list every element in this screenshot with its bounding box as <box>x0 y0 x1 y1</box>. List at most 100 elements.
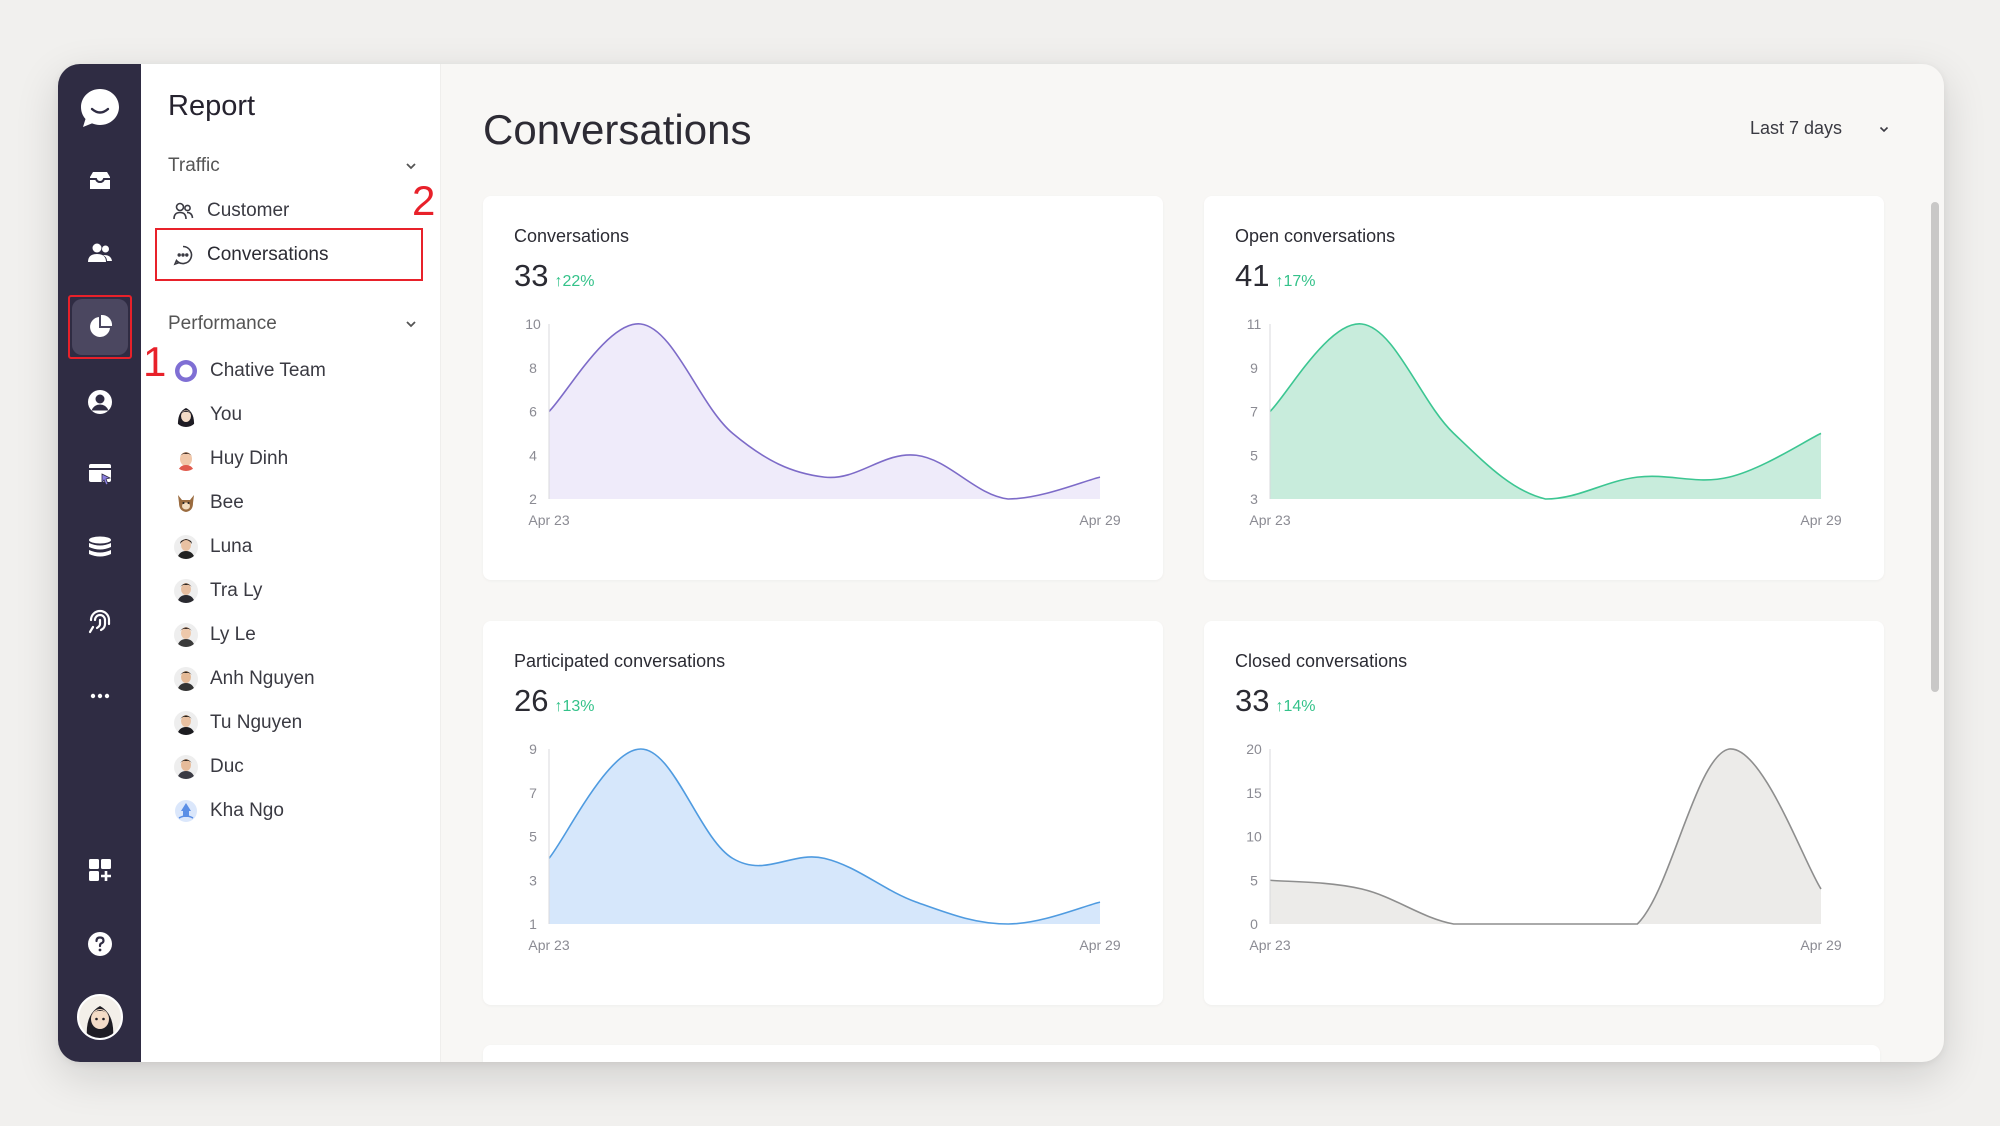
sidebar-item-label: Bee <box>210 492 244 513</box>
chart-series-line <box>548 748 1101 925</box>
sidebar-item-label: Tra Ly <box>210 580 263 601</box>
sidebar-item-huy-dinh[interactable]: Huy Dinh <box>174 439 414 479</box>
x-tick-label: Apr 23 <box>1249 512 1290 528</box>
sidebar-item-label: Luna <box>210 536 253 557</box>
avatar <box>174 711 198 735</box>
chart-closed-conversations: 0 5 10 15 20 Apr 23 Apr 29 <box>1246 741 1842 953</box>
chart-card-partial <box>483 1045 1880 1062</box>
sidebar-item-kha-ngo[interactable]: Kha Ngo <box>174 791 414 831</box>
section-traffic[interactable]: Traffic <box>168 152 418 180</box>
sidebar-item-tu-nguyen[interactable]: Tu Nguyen <box>174 703 414 743</box>
rail-report-icon[interactable] <box>68 295 132 359</box>
y-tick-label: 3 <box>1250 491 1258 507</box>
x-tick-label: Apr 29 <box>1079 512 1120 528</box>
chart-area-fill <box>549 323 1100 499</box>
y-tick-label: 2 <box>529 491 537 507</box>
sidebar-item-label: Kha Ngo <box>210 800 284 821</box>
x-tick-label: Apr 23 <box>1249 937 1290 953</box>
main-scrollbar[interactable] <box>1930 182 1940 1052</box>
sidebar-item-conversations[interactable]: Conversations <box>171 235 411 275</box>
card-title: Conversations <box>514 226 630 246</box>
annotation-marker-2: 2 <box>412 177 436 224</box>
y-tick-label: 11 <box>1247 316 1262 332</box>
scrollbar-thumb[interactable] <box>1931 202 1939 692</box>
sidebar-item-luna[interactable]: Luna <box>174 527 414 567</box>
sidebar-item-duc[interactable]: Duc <box>174 747 414 787</box>
chevron-down-icon <box>406 163 416 170</box>
sidebar-item-label: Anh Nguyen <box>210 668 315 689</box>
y-tick-label: 5 <box>1250 872 1258 888</box>
y-tick-label: 0 <box>1250 916 1258 932</box>
report-sidebar: Report Traffic Customer Conversations 2 … <box>141 64 441 1062</box>
chative-logo-icon[interactable] <box>76 84 124 132</box>
card-total: 33 <box>514 258 549 293</box>
chart-area-fill <box>1270 323 1821 499</box>
card-delta: ↑13% <box>554 698 595 715</box>
card-title: Participated conversations <box>514 651 726 671</box>
sidebar-item-label: Conversations <box>207 244 329 265</box>
x-tick-label: Apr 29 <box>1800 937 1841 953</box>
chart-participated-conversations: 1 3 5 7 9 Apr 23 Apr 29 <box>528 741 1120 953</box>
avatar <box>174 799 198 823</box>
card-delta: ↑14% <box>1275 698 1316 715</box>
chart-card-open-conversations: Open conversations 41 ↑17% 3 5 7 9 11 Apr 23 A… <box>1204 196 1884 580</box>
sidebar-item-you[interactable]: You <box>174 395 414 435</box>
section-performance-label: Performance <box>168 313 277 334</box>
card-delta: ↑22% <box>554 273 595 290</box>
rail-broadcast-icon[interactable] <box>72 446 128 502</box>
chart-area-fill <box>1270 748 1821 924</box>
section-traffic-label: Traffic <box>168 155 220 176</box>
avatar <box>174 403 198 427</box>
chart-area-fill <box>549 749 1100 924</box>
section-performance[interactable]: Performance <box>168 310 418 338</box>
sidebar-item-ly-le[interactable]: Ly Le <box>174 615 414 655</box>
card-value: 33 ↑22% <box>514 258 595 294</box>
sidebar-item-label: You <box>210 404 243 425</box>
avatar <box>174 755 198 779</box>
annotation-marker-1: 1 <box>143 338 167 385</box>
nav-rail <box>58 64 141 1062</box>
card-title: Open conversations <box>1235 226 1396 246</box>
sidebar-item-chative-team[interactable]: Chative Team <box>174 351 414 391</box>
date-range-select[interactable]: Last 7 days <box>1750 118 1890 139</box>
current-user-avatar[interactable] <box>77 994 123 1040</box>
rail-fingerprint-icon[interactable] <box>72 594 128 650</box>
y-tick-label: 3 <box>529 872 537 888</box>
y-tick-label: 15 <box>1246 785 1262 801</box>
card-value: 41 ↑17% <box>1235 258 1316 294</box>
sidebar-item-customer[interactable]: Customer <box>171 191 411 231</box>
rail-more-icon[interactable] <box>72 668 128 724</box>
sidebar-item-label: Ly Le <box>210 624 256 645</box>
card-value: 26 ↑13% <box>514 683 595 719</box>
page-title: Conversations <box>483 106 752 153</box>
chart-series-line <box>548 323 1101 500</box>
x-tick-label: Apr 29 <box>1800 512 1841 528</box>
card-total: 33 <box>1235 683 1270 718</box>
card-title: Closed conversations <box>1235 651 1408 671</box>
sidebar-item-label: Huy Dinh <box>210 448 289 469</box>
chart-card-conversations: Conversations 33 ↑22% 2 4 6 8 10 Apr 23 Apr 29 <box>483 196 1163 580</box>
card-delta: ↑17% <box>1275 273 1316 290</box>
avatar <box>174 579 198 603</box>
sidebar-item-anh-nguyen[interactable]: Anh Nguyen <box>174 659 414 699</box>
chart-open-conversations: 3 5 7 9 11 Apr 23 Apr 29 <box>1247 316 1842 528</box>
rail-user-profile-icon[interactable] <box>72 374 128 430</box>
rail-inbox-icon[interactable] <box>72 153 128 209</box>
sidebar-item-tra-ly[interactable]: Tra Ly <box>174 571 414 611</box>
y-tick-label: 10 <box>1246 829 1262 845</box>
rail-contacts-icon[interactable] <box>72 225 128 281</box>
sidebar-item-label: Tu Nguyen <box>210 712 303 733</box>
chart-series-line <box>1269 323 1822 500</box>
y-tick-label: 9 <box>529 741 537 757</box>
chart-conversations: 2 4 6 8 10 Apr 23 Apr 29 <box>525 316 1121 528</box>
rail-help-icon[interactable] <box>72 916 128 972</box>
sidebar-item-bee[interactable]: Bee <box>174 483 414 523</box>
y-tick-label: 5 <box>529 829 537 845</box>
x-tick-label: Apr 23 <box>528 937 569 953</box>
rail-apps-icon[interactable] <box>72 842 128 898</box>
rail-database-icon[interactable] <box>72 520 128 576</box>
chart-card-closed-conversations: Closed conversations 33 ↑14% 0 5 10 15 20 Apr… <box>1204 621 1884 1005</box>
card-total: 41 <box>1235 258 1270 293</box>
sidebar-item-label: Duc <box>210 756 244 777</box>
y-tick-label: 20 <box>1246 741 1262 757</box>
